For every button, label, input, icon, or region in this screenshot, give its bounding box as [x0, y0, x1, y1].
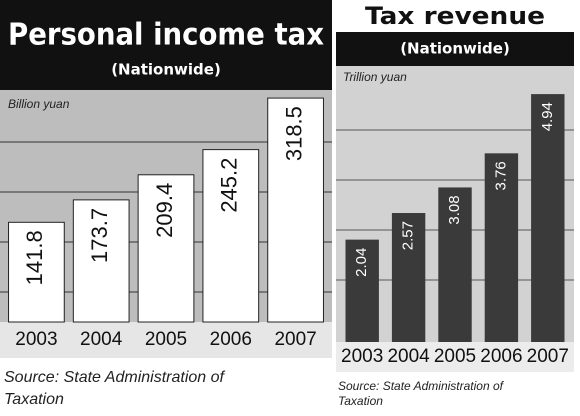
value-label: 173.7: [87, 208, 112, 263]
x-tick-label: 2003: [15, 329, 57, 350]
subtitle: (Nationwide): [111, 61, 221, 79]
bar: [137, 174, 195, 323]
x-tick-label: 2005: [434, 346, 476, 367]
x-tick-label: 2004: [80, 329, 123, 350]
title-band: [336, 32, 574, 66]
source-line: Taxation: [338, 394, 383, 408]
value-label: 2.57: [400, 221, 417, 250]
x-tick-label: 2003: [341, 346, 383, 367]
chart-title: Tax revenue: [365, 2, 545, 30]
value-label: 245.2: [217, 158, 242, 213]
source-line: Taxation: [4, 391, 64, 408]
y-axis-label: Trillion yuan: [343, 70, 407, 84]
bar: [391, 213, 426, 342]
y-axis-label: Billion yuan: [8, 97, 70, 111]
x-tick-label: 2006: [210, 329, 252, 350]
bar: [202, 149, 260, 323]
source: Source: State Administration of Taxation: [338, 379, 505, 408]
bar: [531, 94, 565, 342]
x-tick-label: 2007: [274, 329, 316, 350]
source-line: Source: State Administration of: [338, 379, 505, 393]
x-tick-label: 2004: [387, 346, 430, 367]
bar: [438, 187, 472, 342]
bar: [267, 97, 324, 323]
source: Source: State Administration of Taxation: [4, 369, 226, 408]
bar: [345, 239, 379, 342]
x-tick-label: 2005: [145, 329, 187, 350]
year-band: [336, 342, 574, 372]
value-label: 3.76: [492, 161, 509, 190]
value-label: 141.8: [22, 230, 47, 285]
subtitle: (Nationwide): [400, 40, 510, 58]
value-label: 3.08: [446, 195, 463, 224]
value-label: 2.04: [353, 248, 370, 277]
bar: [484, 153, 519, 342]
value-label: 209.4: [152, 183, 177, 238]
bar: [8, 221, 65, 323]
source-line: Source: State Administration of: [4, 369, 226, 386]
value-label: 4.94: [539, 102, 556, 131]
value-label: 318.5: [281, 106, 306, 161]
year-band: [0, 322, 332, 358]
bar: [72, 199, 130, 323]
chart-title: Personal income tax: [8, 18, 324, 53]
x-tick-label: 2007: [527, 346, 569, 367]
title-band: [0, 0, 332, 90]
x-tick-label: 2006: [480, 346, 522, 367]
